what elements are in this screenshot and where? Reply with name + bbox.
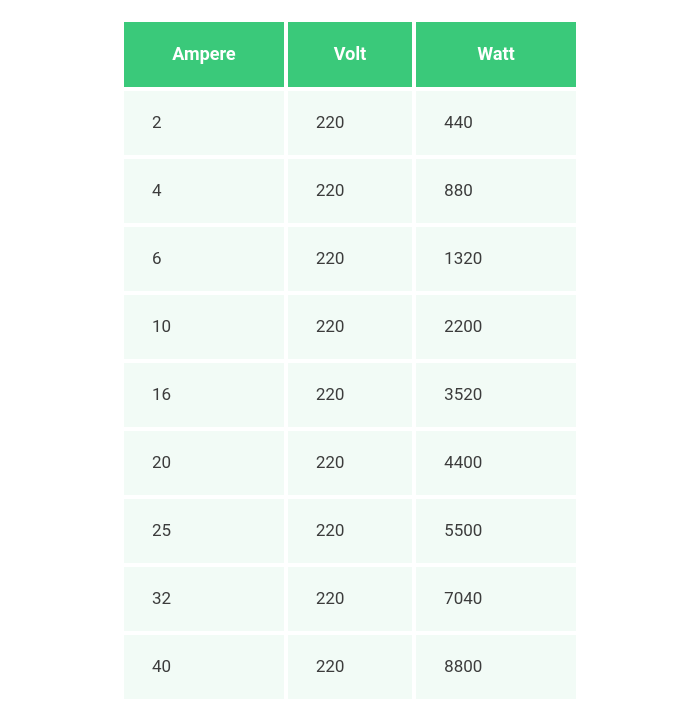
table-row: 10 220 2200 [124,295,576,359]
cell-volt: 220 [288,567,412,631]
table-row: 20 220 4400 [124,431,576,495]
cell-volt: 220 [288,295,412,359]
cell-ampere: 25 [124,499,284,563]
table-row: 16 220 3520 [124,363,576,427]
cell-watt: 440 [416,91,576,155]
cell-ampere: 32 [124,567,284,631]
cell-ampere: 16 [124,363,284,427]
table-header-row: Ampere Volt Watt [124,22,576,87]
table-row: 32 220 7040 [124,567,576,631]
cell-watt: 7040 [416,567,576,631]
cell-ampere: 40 [124,635,284,699]
cell-ampere: 2 [124,91,284,155]
cell-watt: 2200 [416,295,576,359]
col-header-ampere: Ampere [124,22,284,87]
cell-volt: 220 [288,91,412,155]
cell-volt: 220 [288,431,412,495]
cell-watt: 880 [416,159,576,223]
col-header-watt: Watt [416,22,576,87]
cell-watt: 4400 [416,431,576,495]
table-row: 4 220 880 [124,159,576,223]
cell-ampere: 4 [124,159,284,223]
cell-volt: 220 [288,159,412,223]
col-header-volt: Volt [288,22,412,87]
power-table-container: Ampere Volt Watt 2 220 440 4 220 880 6 2… [120,18,580,703]
table-row: 40 220 8800 [124,635,576,699]
cell-watt: 8800 [416,635,576,699]
cell-watt: 3520 [416,363,576,427]
power-table: Ampere Volt Watt 2 220 440 4 220 880 6 2… [120,18,580,703]
table-row: 2 220 440 [124,91,576,155]
cell-ampere: 10 [124,295,284,359]
cell-ampere: 6 [124,227,284,291]
cell-ampere: 20 [124,431,284,495]
cell-watt: 1320 [416,227,576,291]
cell-volt: 220 [288,227,412,291]
table-row: 25 220 5500 [124,499,576,563]
cell-volt: 220 [288,499,412,563]
cell-volt: 220 [288,363,412,427]
table-row: 6 220 1320 [124,227,576,291]
cell-watt: 5500 [416,499,576,563]
cell-volt: 220 [288,635,412,699]
